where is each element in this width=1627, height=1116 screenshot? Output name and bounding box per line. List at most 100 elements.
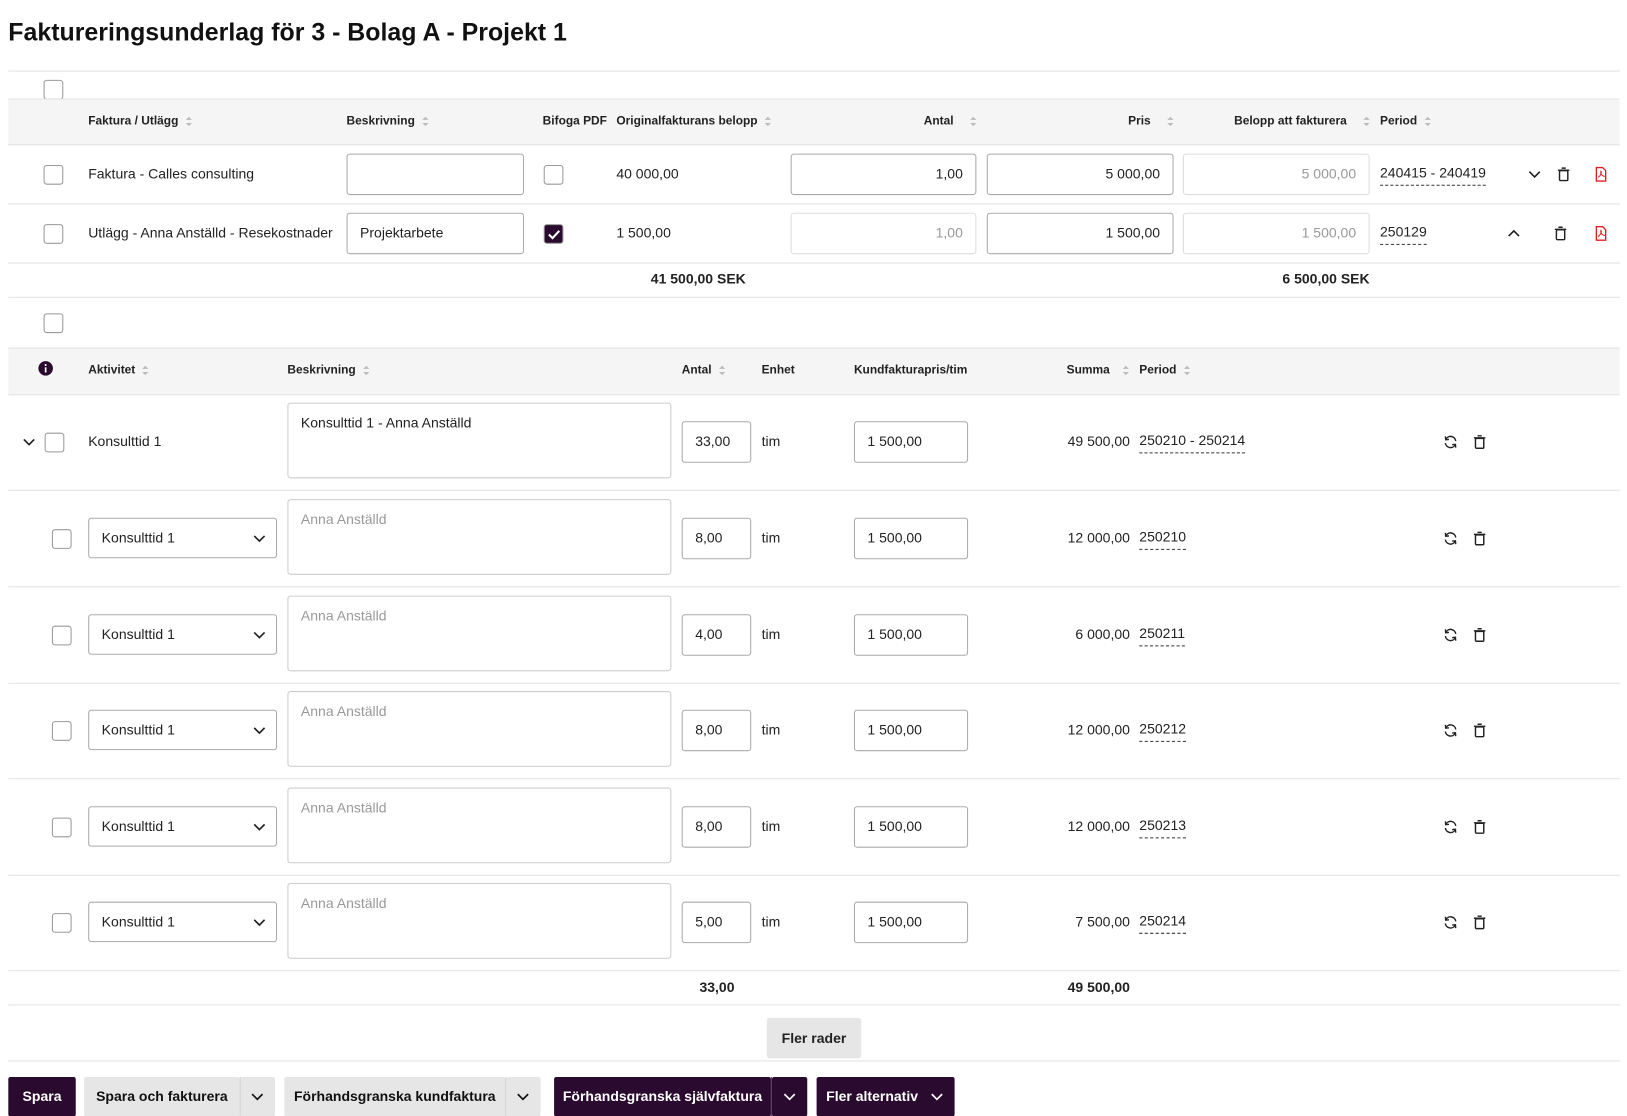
description-textarea[interactable]: Anna Anställd: [287, 787, 672, 864]
activity-select[interactable]: Konsulttid 1: [88, 806, 278, 847]
sort-icon[interactable]: [1419, 113, 1436, 130]
sort-icon[interactable]: [1162, 113, 1179, 130]
sort-icon[interactable]: [417, 113, 434, 130]
expand-button[interactable]: [1526, 166, 1543, 183]
reset-button[interactable]: [1442, 915, 1459, 932]
period-link: 250213: [1139, 817, 1187, 839]
price-input[interactable]: 1 500,00: [853, 613, 969, 656]
description-textarea[interactable]: Anna Anställd: [287, 499, 672, 575]
description-textarea[interactable]: Anna Anställd: [287, 883, 672, 960]
antal-input[interactable]: 4,00: [681, 613, 752, 656]
column-header: Bifoga PDF: [542, 115, 607, 128]
sum: 12 000,00: [1067, 530, 1130, 546]
pris-input[interactable]: 5 000,00: [986, 153, 1174, 196]
dropdown-button[interactable]: [240, 1077, 275, 1116]
activity-select[interactable]: Konsulttid 1: [88, 709, 278, 751]
checkbox[interactable]: [51, 913, 72, 934]
description-input[interactable]: Projektarbete: [346, 212, 524, 255]
table-header-bg: [8, 99, 1620, 146]
description-textarea[interactable]: Anna Anställd: [287, 595, 672, 671]
activity-select[interactable]: Konsulttid 1: [88, 902, 278, 943]
sort-icon[interactable]: [1117, 362, 1134, 379]
pdf-checkbox[interactable]: [543, 224, 564, 244]
delete-button[interactable]: [1471, 434, 1488, 451]
activity-select[interactable]: Konsulttid 1: [88, 517, 278, 559]
checkbox[interactable]: [44, 432, 65, 453]
reset-button[interactable]: [1442, 818, 1459, 835]
collapse-button[interactable]: [1506, 225, 1523, 242]
description-input[interactable]: [346, 153, 524, 196]
sort-icon[interactable]: [965, 113, 982, 130]
price-input[interactable]: 1 500,00: [853, 517, 969, 560]
checkmark: [548, 230, 561, 240]
description-textarea[interactable]: Konsulttid 1 - Anna Anställd: [287, 402, 672, 479]
button[interactable]: Spara och fakturera: [84, 1077, 240, 1116]
antal-input[interactable]: 8,00: [681, 806, 752, 848]
reset-button[interactable]: [1442, 626, 1459, 643]
price-input[interactable]: 1 500,00: [853, 806, 969, 848]
description-textarea[interactable]: Anna Anställd: [287, 691, 672, 767]
checkbox[interactable]: [43, 164, 64, 185]
button[interactable]: Förhandsgranska självfaktura: [554, 1077, 771, 1116]
select-all-checkbox[interactable]: [43, 313, 64, 334]
checkbox[interactable]: [43, 224, 64, 244]
checkbox[interactable]: [51, 721, 72, 742]
delete-button[interactable]: [1471, 915, 1488, 932]
activity: Konsulttid 1: [88, 433, 162, 450]
sort-icon[interactable]: [180, 113, 197, 130]
checkbox[interactable]: [51, 625, 72, 645]
sort-icon[interactable]: [137, 362, 154, 379]
delete-button[interactable]: [1555, 166, 1572, 183]
delete-button[interactable]: [1471, 530, 1488, 547]
pris-input[interactable]: 1 500,00: [986, 212, 1174, 255]
belopp-input: 5 000,00: [1182, 153, 1370, 196]
total-belopp: 6 500,00 SEK: [1282, 270, 1370, 287]
select-chevron: [253, 823, 266, 831]
expand-button[interactable]: [21, 434, 38, 451]
checkbox[interactable]: [51, 529, 72, 549]
pdf-button[interactable]: [1593, 166, 1610, 183]
column-header: Summa: [1066, 364, 1110, 377]
period-link: 250211: [1139, 625, 1185, 647]
reset-button[interactable]: [1442, 722, 1459, 739]
antal-input[interactable]: 1,00: [790, 153, 977, 196]
button[interactable]: Förhandsgranska kundfaktura: [284, 1077, 506, 1116]
antal-input[interactable]: 8,00: [681, 709, 752, 752]
sort-icon[interactable]: [358, 362, 375, 379]
delete-button[interactable]: [1471, 818, 1488, 835]
more-rows-button[interactable]: Fler rader: [766, 1017, 862, 1059]
sort-icon[interactable]: [1179, 362, 1196, 379]
select-all-checkbox[interactable]: [43, 79, 64, 100]
sort-icon[interactable]: [1358, 113, 1375, 130]
price-input[interactable]: 1 500,00: [853, 421, 969, 463]
antal-input[interactable]: 5,00: [681, 902, 752, 944]
reset-button[interactable]: [1442, 530, 1459, 547]
activity-select[interactable]: Konsulttid 1: [88, 613, 278, 655]
pdf-checkbox[interactable]: [543, 164, 564, 185]
divider: [8, 70, 1620, 72]
pdf-button[interactable]: [1593, 225, 1610, 242]
row-name: Utlägg - Anna Anställd - Resekostnader: [88, 225, 333, 241]
divider: [8, 203, 1620, 205]
reset-button[interactable]: [1442, 434, 1459, 451]
button[interactable]: Spara: [8, 1077, 76, 1116]
sort-icon[interactable]: [760, 113, 777, 130]
antal-input[interactable]: 33,00: [681, 421, 752, 463]
select-chevron: [253, 727, 266, 735]
delete-button[interactable]: [1552, 225, 1569, 242]
dropdown-button[interactable]: [506, 1077, 541, 1116]
delete-button[interactable]: [1471, 626, 1488, 643]
select-chevron: [253, 535, 266, 543]
delete-button[interactable]: [1471, 722, 1488, 739]
price-input[interactable]: 1 500,00: [853, 902, 969, 944]
button[interactable]: Fler alternativ: [816, 1077, 955, 1116]
sum: 12 000,00: [1067, 722, 1130, 738]
dropdown-chevron: [783, 1093, 795, 1101]
sort-icon[interactable]: [714, 362, 731, 379]
antal-input[interactable]: 8,00: [681, 517, 752, 560]
price-input[interactable]: 1 500,00: [853, 709, 969, 752]
button-divider: [770, 1077, 772, 1116]
checkbox[interactable]: [51, 817, 72, 838]
column-header: Kundfakturapris/tim: [853, 364, 968, 377]
dropdown-button[interactable]: [771, 1077, 808, 1116]
